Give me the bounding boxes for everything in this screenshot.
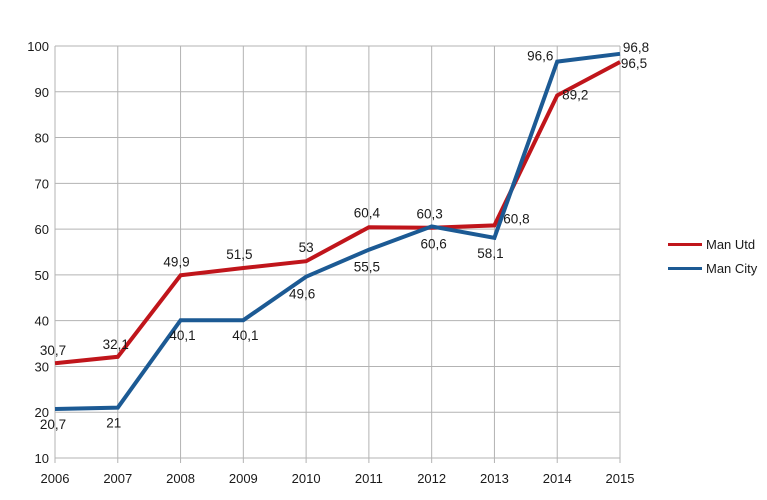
- data-label-man-utd-2007: 32,1: [103, 337, 129, 352]
- data-label-man-city-2010: 49,6: [289, 287, 315, 302]
- data-label-man-city-2009: 40,1: [232, 328, 258, 343]
- data-label-man-city-2008: 40,1: [169, 328, 195, 343]
- data-label-man-city-2007: 21: [106, 416, 121, 431]
- y-tick-60: 60: [35, 222, 49, 237]
- data-label-man-city-2013: 58,1: [477, 246, 503, 261]
- x-tick-2008: 2008: [166, 471, 195, 486]
- data-label-man-utd-2012: 60,3: [417, 207, 443, 222]
- x-tick-2010: 2010: [292, 471, 321, 486]
- legend-item-man-city: Man City: [668, 256, 757, 280]
- x-tick-2013: 2013: [480, 471, 509, 486]
- x-tick-2015: 2015: [606, 471, 635, 486]
- y-tick-90: 90: [35, 85, 49, 100]
- data-labels: 30,7 32,1 49,9 51,5 53 60,4 60,3 60,8 89,2 96,5 20…: [40, 40, 649, 432]
- legend: Man Utd Man City: [668, 232, 757, 280]
- data-label-man-utd-2006: 30,7: [40, 343, 66, 358]
- y-tick-10: 10: [35, 451, 49, 466]
- x-axis: 2006 2007 2008 2009 2010 2011 2012 2013 2014 2015: [41, 471, 635, 486]
- legend-item-man-utd: Man Utd: [668, 232, 757, 256]
- y-tick-100: 100: [27, 39, 49, 54]
- y-tick-50: 50: [35, 268, 49, 283]
- data-label-man-city-2006: 20,7: [40, 417, 66, 432]
- data-label-man-city-2011: 55,5: [354, 260, 380, 275]
- series-lines: [54, 51, 621, 411]
- legend-swatch-man-city: [668, 266, 702, 270]
- data-label-man-city-2014: 96,6: [527, 49, 553, 64]
- legend-swatch-man-utd: [668, 242, 702, 246]
- data-label-man-utd-2013: 60,8: [503, 211, 529, 226]
- x-tick-2009: 2009: [229, 471, 258, 486]
- x-tick-2012: 2012: [417, 471, 446, 486]
- y-tick-20: 20: [35, 405, 49, 420]
- data-label-man-utd-2010: 53: [299, 240, 314, 255]
- series-line-man-utd: [54, 60, 621, 366]
- data-label-man-utd-2009: 51,5: [226, 247, 252, 262]
- data-label-man-utd-2014: 89,2: [562, 87, 588, 102]
- x-tick-2006: 2006: [41, 471, 70, 486]
- y-tick-40: 40: [35, 314, 49, 329]
- y-tick-30: 30: [35, 359, 49, 374]
- x-tick-2014: 2014: [543, 471, 572, 486]
- y-tick-80: 80: [35, 131, 49, 146]
- data-label-man-city-2015: 96,8: [623, 40, 649, 55]
- series-line-man-city: [54, 51, 621, 411]
- y-tick-70: 70: [35, 176, 49, 191]
- legend-label-man-city: Man City: [706, 260, 758, 276]
- y-axis: 10 20 30 40 50 60 70 80 90 100: [27, 39, 49, 466]
- grid: [54, 45, 621, 463]
- data-label-man-utd-2015: 96,5: [621, 56, 647, 71]
- data-label-man-utd-2008: 49,9: [163, 254, 189, 269]
- x-tick-2007: 2007: [103, 471, 132, 486]
- x-tick-2011: 2011: [355, 471, 383, 486]
- data-label-man-utd-2011: 60,4: [354, 205, 381, 220]
- legend-label-man-utd: Man Utd: [706, 236, 756, 252]
- data-label-man-city-2012: 60,6: [421, 236, 447, 251]
